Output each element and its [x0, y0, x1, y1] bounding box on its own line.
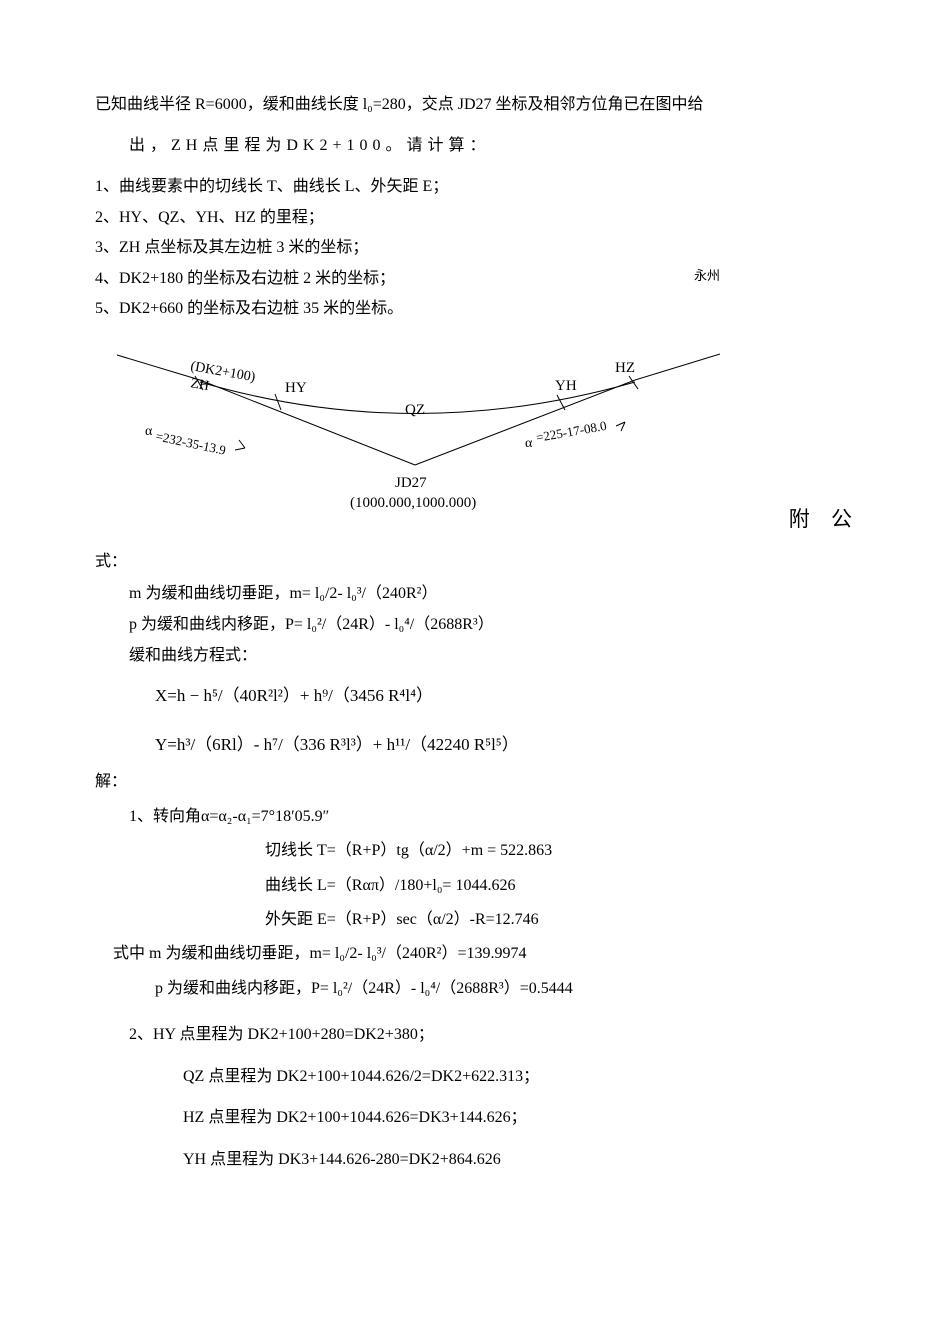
svg-text:HY: HY: [285, 380, 307, 396]
svg-text:QZ: QZ: [405, 402, 425, 418]
sol1-line2: 切线长 T=（R+P）tg（α/2）+m = 522.863: [95, 834, 850, 868]
svg-text:HZ: HZ: [615, 360, 635, 376]
solution-block: 解： 1、转向角α=α₂-α₁=7°18′05.9″ 切线长 T=（R+P）tg…: [95, 765, 850, 1180]
question-list: 1、曲线要素中的切线长 T、曲线长 L、外矢距 E； 2、HY、QZ、YH、HZ…: [95, 168, 850, 324]
sol1-m: 式中 m 为缓和曲线切垂距，m= l₀/2- l₀³/（240R²）=139.9…: [95, 937, 850, 971]
side-label-yongzhou: 永州: [694, 264, 720, 289]
sol2-hz: HZ 点里程为 DK2+100+1044.626=DK3+144.626；: [95, 1097, 850, 1139]
formula-block: 式： m 为缓和曲线切垂距，m= l₀/2- l₀³/（240R²） p 为缓和…: [95, 530, 850, 765]
sol1-p: p 为缓和曲线内移距，P= l₀²/（24R）- l₀⁴/（2688R³）=0.…: [95, 972, 850, 1006]
svg-text:JD27: JD27: [395, 475, 427, 491]
svg-text:α: α: [145, 424, 153, 439]
svg-text:=225-17-08.0: =225-17-08.0: [535, 418, 608, 445]
formula-header: 式：: [95, 536, 850, 577]
formula-m-def: m 为缓和曲线切垂距，m= l₀/2- l₀³/（240R²）: [95, 578, 850, 609]
svg-text:α: α: [525, 436, 533, 451]
sol2-yh: YH 点里程为 DK3+144.626-280=DK2+864.626: [95, 1139, 850, 1181]
problem-intro-continued: 出 ， Z H 点 里 程 为 D K 2 + 1 0 0 。 请 计 算 ：: [95, 120, 850, 168]
question-3: 3、ZH 点坐标及其左边桩 3 米的坐标；: [95, 233, 850, 263]
formula-eq-title: 缓和曲线方程式：: [95, 640, 850, 671]
sol1-line1: 1、转向角α=α₂-α₁=7°18′05.9″: [95, 800, 850, 834]
curve-svg: (DK2+100)ZHHYQZYHHZα=232-35-13.9α=225-17…: [95, 340, 735, 515]
svg-text:YH: YH: [555, 378, 577, 394]
sol1-line4: 外矢距 E=（R+P）sec（α/2）-R=12.746: [95, 903, 850, 937]
question-5: 5、DK2+660 的坐标及右边桩 35 米的坐标。: [95, 294, 850, 324]
question-1: 1、曲线要素中的切线长 T、曲线长 L、外矢距 E；: [95, 172, 850, 202]
question-4: 4、DK2+180 的坐标及右边桩 2 米的坐标；: [95, 270, 395, 287]
problem-intro: 已知曲线半径 R=6000，缓和曲线长度 l₀=280，交点 JD27 坐标及相…: [95, 90, 850, 120]
sol1-line3: 曲线长 L=（Rαπ）/180+l₀= 1044.626: [95, 869, 850, 903]
curve-diagram: (DK2+100)ZHHYQZYHHZα=232-35-13.9α=225-17…: [95, 340, 850, 530]
svg-text:ZH: ZH: [189, 377, 210, 395]
svg-text:(1000.000,1000.000): (1000.000,1000.000): [350, 495, 476, 511]
formula-eq-x: X=h − h⁵/（40R²l²）+ h⁹/（3456 R⁴l⁴）: [95, 671, 850, 712]
solution-header: 解：: [95, 765, 850, 799]
appendix-label: 附 公: [789, 504, 860, 536]
svg-text:=232-35-13.9: =232-35-13.9: [154, 429, 227, 458]
formula-p-def: p 为缓和曲线内移距，P= l₀²/（24R）- l₀⁴/（2688R³）: [95, 609, 850, 640]
sol2-qz: QZ 点里程为 DK2+100+1044.626/2=DK2+622.313；: [95, 1056, 850, 1098]
sol2-hy: 2、HY 点里程为 DK2+100+280=DK2+380；: [95, 1014, 850, 1056]
document-page: 已知曲线半径 R=6000，缓和曲线长度 l₀=280，交点 JD27 坐标及相…: [0, 0, 945, 1240]
formula-eq-y: Y=h³/（6Rl）- h⁷/（336 R³l³）+ h¹¹/（42240 R⁵…: [95, 712, 850, 765]
question-2: 2、HY、QZ、YH、HZ 的里程；: [95, 203, 850, 233]
